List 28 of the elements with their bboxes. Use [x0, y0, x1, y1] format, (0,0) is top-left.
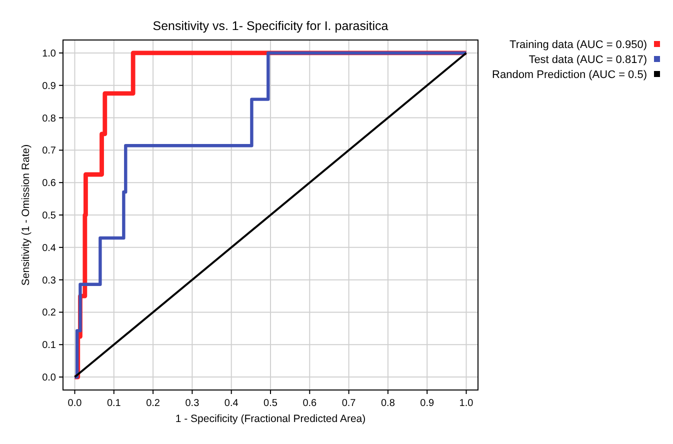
y-tick-label: 0.7 [42, 146, 56, 157]
y-tick-label: 0.3 [42, 275, 56, 286]
x-tick-label: 0.1 [106, 398, 122, 409]
y-tick-label: 0.8 [42, 113, 56, 124]
y-tick-label: 0.4 [42, 242, 56, 254]
y-tick-label: 0.1 [42, 340, 56, 352]
y-tick-label: 0.2 [42, 308, 56, 319]
x-tick-label: 0.2 [146, 398, 160, 409]
x-tick-label: 1.0 [459, 398, 474, 409]
y-tick-label: 0.5 [42, 210, 56, 222]
y-tick-label: 1.0 [42, 48, 56, 60]
x-axis-title: 1 - Specificity (Fractional Predicted Area) [175, 413, 366, 425]
x-tick-label: 0.8 [381, 398, 396, 409]
legend-label: Test data (AUC = 0.817) [528, 54, 647, 66]
legend-label: Training data (AUC = 0.950) [510, 39, 647, 51]
x-tick-label: 0.6 [302, 398, 318, 409]
chart-title: Sensitivity vs. 1- Specificity for I. parasitica [152, 19, 388, 33]
x-tick-label: 0.4 [224, 398, 239, 409]
y-tick-label: 0.6 [42, 178, 56, 190]
x-tick-label: 0.7 [342, 398, 356, 409]
y-tick-label: 0.0 [42, 372, 56, 384]
y-tick-label: 0.9 [42, 80, 56, 92]
x-tick-label: 0.0 [68, 398, 82, 409]
x-tick-label: 0.5 [264, 398, 278, 409]
y-axis-title: Sensitivity (1 - Omission Rate) [20, 144, 32, 286]
legend-label: Random Prediction (AUC = 0.5) [492, 69, 647, 81]
x-tick-label: 0.3 [185, 398, 200, 409]
x-tick-label: 0.9 [420, 398, 434, 409]
